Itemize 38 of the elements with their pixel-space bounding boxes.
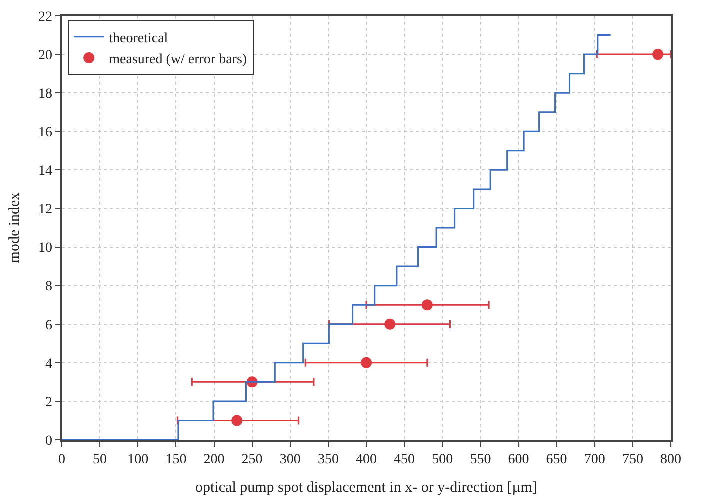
- x-tick-label: 650: [546, 452, 568, 468]
- x-tick-label: 550: [470, 452, 492, 468]
- x-tick-label: 250: [242, 452, 263, 468]
- y-axis-title: mode index: [7, 192, 24, 264]
- y-tick-label: 18: [38, 86, 52, 102]
- point: [361, 357, 372, 368]
- y-tick-label: 6: [45, 318, 52, 334]
- point: [652, 49, 664, 60]
- x-tick-label: 350: [318, 452, 339, 468]
- legend-label: theoretical: [109, 31, 168, 46]
- x-tick-label: 600: [508, 452, 530, 468]
- point: [232, 415, 243, 426]
- x-tick-label: 750: [622, 452, 644, 468]
- x-tick-label: 150: [166, 452, 187, 468]
- y-tick-label: 2: [45, 395, 52, 410]
- y-tick-label: 0: [45, 434, 52, 449]
- y-tick-label: 16: [38, 126, 52, 141]
- x-tick-label: 450: [394, 452, 416, 468]
- y-tick-label: 12: [38, 202, 52, 218]
- y-tick-label: 14: [38, 164, 52, 180]
- y-tick-label: 4: [45, 356, 52, 372]
- x-tick-label: 0: [58, 452, 66, 468]
- y-tick-label: 20: [38, 48, 52, 64]
- y-tick-label: 22: [38, 10, 52, 25]
- x-tick-label: 500: [432, 452, 454, 468]
- x-tick-label: 800: [660, 452, 682, 468]
- point: [422, 300, 433, 311]
- x-tick-label: 200: [204, 452, 225, 468]
- y-tick-label: 8: [45, 280, 52, 295]
- x-tick-label: 50: [93, 452, 108, 468]
- x-tick-label: 400: [356, 452, 377, 468]
- x-tick-label: 300: [280, 452, 301, 468]
- x-axis-title: optical pump spot displacement in x- or y-direction [µm]: [196, 480, 538, 496]
- point: [384, 318, 396, 330]
- x-tick-label: 700: [584, 452, 606, 468]
- y-tick-label: 10: [38, 241, 52, 256]
- legend-label: measured (w/ error bars): [109, 52, 248, 68]
- x-tick-label: 100: [128, 452, 149, 468]
